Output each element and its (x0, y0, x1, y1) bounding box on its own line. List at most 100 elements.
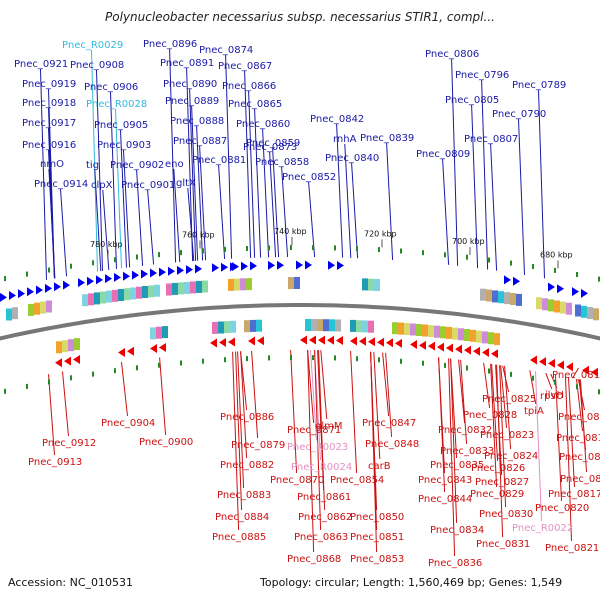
forward-gene-label[interactable]: Pnec_0889 (165, 96, 219, 107)
reverse-gene-label[interactable]: Pnec_0826 (471, 463, 525, 474)
forward-gene-label[interactable]: Pnec_0790 (492, 109, 546, 120)
reverse-gene-label[interactable]: Pnec_0885 (212, 532, 266, 543)
reverse-gene-label[interactable]: Pnec_0832 (438, 425, 492, 436)
reverse-gene-label[interactable]: Pnec_0817 (548, 489, 600, 500)
reverse-gene-label[interactable]: Pnec_0900 (139, 437, 193, 448)
reverse-gene-label[interactable]: Pnec_0821 (545, 543, 599, 554)
reverse-gene-label[interactable]: Pnec_0835 (430, 460, 484, 471)
reverse-gene-label[interactable]: ilvH (545, 390, 564, 401)
forward-gene-label[interactable]: Pnec_0860 (236, 119, 290, 130)
reverse-gene-label[interactable]: Pnec_0815 (560, 474, 600, 485)
reverse-gene-label[interactable]: carB (368, 461, 391, 472)
reverse-gene-label[interactable]: Pnec_0870 (270, 475, 324, 486)
forward-gene-label[interactable]: Pnec_0842 (310, 114, 364, 125)
reverse-gene-label[interactable]: Pnec_0831 (476, 539, 530, 550)
forward-gene-label[interactable]: Pnec_0914 (34, 179, 88, 190)
reverse-gene-label[interactable]: Pnec_0904 (101, 418, 155, 429)
forward-gene-label[interactable]: gltX (176, 178, 196, 189)
forward-gene-label[interactable]: tig (86, 160, 99, 171)
reverse-gene-label[interactable]: Pnec_0847 (362, 418, 416, 429)
forward-gene-label[interactable]: Pnec_0867 (218, 61, 272, 72)
forward-gene-label[interactable]: Pnec_0859 (246, 138, 300, 149)
forward-gene-label[interactable]: Pnec_0921 (14, 59, 68, 70)
reverse-gene-label[interactable]: Pnec_0886 (220, 412, 274, 423)
reverse-gene-label[interactable]: Pnec_0830 (479, 509, 533, 520)
forward-gene-label[interactable]: Pnec_0891 (160, 58, 214, 69)
reverse-gene-label[interactable]: Pnec_0850 (350, 512, 404, 523)
forward-gene-label[interactable]: Pnec_0858 (255, 157, 309, 168)
forward-gene-label[interactable]: Pnec_0807 (464, 134, 518, 145)
forward-gene-label[interactable]: Pnec_R0029 (62, 40, 123, 51)
forward-gene-label[interactable]: Pnec_0916 (22, 140, 76, 151)
forward-gene-label[interactable]: Pnec_0908 (70, 60, 124, 71)
reverse-gene-label[interactable]: Pnec_0813 (556, 433, 600, 444)
forward-gene-label[interactable]: nmO (40, 159, 64, 170)
reverse-gene-label[interactable]: Pnec_0833 (440, 446, 494, 457)
reverse-gene-label[interactable]: Pnec_0814 (559, 452, 600, 463)
reverse-gene-label[interactable]: Pnec_0871 (287, 425, 341, 436)
reverse-gene-label[interactable]: Pnec_0879 (231, 440, 285, 451)
reverse-gene-label[interactable]: Pnec_R0022 (512, 523, 573, 534)
reverse-gene-label[interactable]: Pnec_0836 (428, 558, 482, 569)
forward-gene-label[interactable]: Pnec_R0028 (86, 99, 147, 110)
reverse-gene-label[interactable]: Pnec_0851 (350, 532, 404, 543)
forward-gene-label[interactable]: Pnec_0901 (121, 180, 175, 191)
reverse-gene-label[interactable]: Pnec_0824 (484, 451, 538, 462)
forward-gene-label[interactable]: clpX (91, 180, 113, 191)
forward-gene-label[interactable]: Pnec_0903 (97, 140, 151, 151)
forward-gene-label[interactable]: Pnec_0840 (325, 153, 379, 164)
reverse-gene-label[interactable]: glmM (315, 421, 343, 432)
reverse-gene-label[interactable]: Pnec_0882 (220, 460, 274, 471)
reverse-gene-label[interactable]: Pnec_0810 (552, 370, 600, 381)
reverse-gene-label[interactable]: Pnec_R0024 (291, 462, 352, 473)
reverse-gene-label[interactable]: Pnec_0861 (297, 492, 351, 503)
forward-gene-label[interactable]: Pnec_0806 (425, 49, 479, 60)
reverse-gene-label[interactable]: Pnec_0862 (298, 512, 352, 523)
forward-gene-label[interactable]: rnhA (333, 134, 357, 145)
reverse-gene-label[interactable]: Pnec_0913 (28, 457, 82, 468)
reverse-gene-label[interactable]: Pnec_0848 (365, 439, 419, 450)
reverse-gene-label[interactable]: rpsO (540, 391, 564, 402)
reverse-gene-label[interactable]: Pnec_0820 (535, 503, 589, 514)
forward-gene-label[interactable]: Pnec_0888 (170, 116, 224, 127)
forward-gene-label[interactable]: Pnec_0805 (445, 95, 499, 106)
reverse-gene-label[interactable]: Pnec_0825 (482, 394, 536, 405)
forward-gene-label[interactable]: Pnec_0906 (84, 82, 138, 93)
reverse-gene-label[interactable]: Pnec_0868 (287, 554, 341, 565)
reverse-gene-label[interactable]: Pnec_0863 (294, 532, 348, 543)
forward-gene-label[interactable]: Pnec_0865 (228, 99, 282, 110)
reverse-gene-label[interactable]: Pnec_0844 (418, 494, 472, 505)
forward-gene-label[interactable]: Pnec_0918 (22, 98, 76, 109)
forward-gene-label[interactable]: Pnec_0866 (222, 81, 276, 92)
reverse-gene-label[interactable]: Pnec_0843 (418, 475, 472, 486)
forward-gene-label[interactable]: Pnec_0852 (282, 172, 336, 183)
forward-gene-label[interactable]: eno (165, 159, 184, 170)
reverse-gene-label[interactable]: Pnec_R0023 (287, 442, 348, 453)
reverse-gene-label[interactable]: Pnec_0823 (480, 430, 534, 441)
reverse-gene-label[interactable]: Pnec_0828 (463, 410, 517, 421)
forward-gene-label[interactable]: Pnec_0890 (163, 79, 217, 90)
forward-gene-label[interactable]: Pnec_0905 (94, 120, 148, 131)
reverse-gene-label[interactable]: Pnec_0853 (350, 554, 404, 565)
forward-gene-label[interactable]: Pnec_0887 (173, 136, 227, 147)
forward-gene-label[interactable]: Pnec_0896 (143, 39, 197, 50)
reverse-gene-label[interactable]: Pnec_0883 (217, 490, 271, 501)
forward-gene-label[interactable]: Pnec_0919 (22, 79, 76, 90)
forward-gene-label[interactable]: Pnec_0881 (192, 155, 246, 166)
forward-gene-label[interactable]: Pnec_0839 (360, 133, 414, 144)
forward-gene-label[interactable]: Pnec_0796 (455, 70, 509, 81)
reverse-gene-label[interactable]: Pnec_0912 (42, 438, 96, 449)
reverse-gene-label[interactable]: Pnec_0829 (470, 489, 524, 500)
forward-gene-label[interactable]: Pnec_0809 (416, 149, 470, 160)
forward-gene-label[interactable]: Pnec_0917 (22, 118, 76, 129)
forward-gene-label[interactable]: Pnec_0874 (199, 45, 253, 56)
reverse-gene-label[interactable]: Pnec_0827 (475, 477, 529, 488)
reverse-gene-label[interactable]: Pnec_0884 (215, 512, 269, 523)
reverse-gene-label[interactable]: tpiA (524, 406, 544, 417)
reverse-gene-label[interactable]: Pnec_0812 (558, 412, 600, 423)
reverse-gene-label[interactable]: Pnec_0834 (430, 525, 484, 536)
forward-gene-label[interactable]: Pnec_0873 (243, 142, 297, 153)
forward-gene-label[interactable]: Pnec_0789 (512, 80, 566, 91)
forward-gene-label[interactable]: Pnec_0902 (110, 160, 164, 171)
